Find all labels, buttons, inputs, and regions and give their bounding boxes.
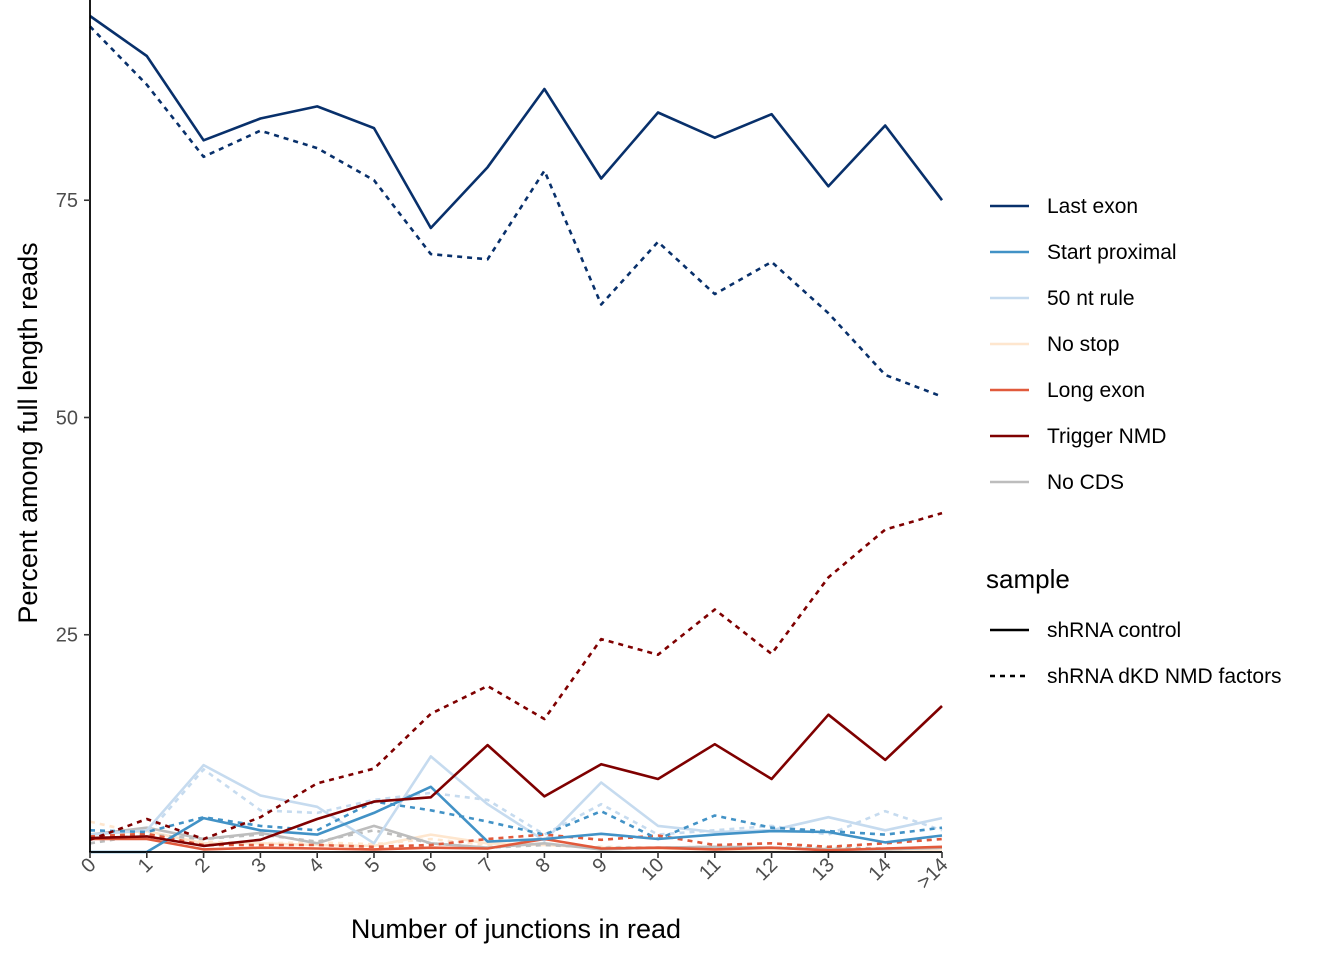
x-tick-label: >14 xyxy=(913,854,953,894)
x-tick-label: 11 xyxy=(695,854,725,884)
x-tick-label: 13 xyxy=(808,854,839,885)
y-axis-ticks: 25 50 75 xyxy=(56,190,90,647)
series-lines xyxy=(89,14,944,854)
series-line-50-nt-rule-shrna-control xyxy=(89,755,943,845)
x-tick-label: 0 xyxy=(77,854,100,877)
legend-label-trigger-nmd: Trigger NMD xyxy=(1047,425,1166,448)
legend-sample: shRNA control shRNA dKD NMD factors xyxy=(990,619,1282,688)
x-axis-ticks: 0 1 2 3 4 5 6 7 8 9 10 11 12 13 14 >14 xyxy=(77,852,953,894)
legend-label-last-exon: Last exon xyxy=(1047,195,1138,218)
y-axis-title: Percent among full length reads xyxy=(13,242,43,623)
x-tick-label: 14 xyxy=(864,854,895,885)
legend-label-no-stop: No stop xyxy=(1047,333,1119,356)
legend-label-shrna-control: shRNA control xyxy=(1047,619,1181,642)
series-line-start-proximal-shrna-dkd-nmd-factors xyxy=(89,800,943,841)
legend-label-no-cds: No CDS xyxy=(1047,471,1124,494)
series-line-long-exon-shrna-control xyxy=(90,837,943,852)
y-tick-label: 50 xyxy=(56,407,78,429)
y-tick-label: 75 xyxy=(56,190,78,212)
series-line-50-nt-rule-shrna-dkd-nmd-factors xyxy=(89,768,943,841)
x-tick-label: 2 xyxy=(191,854,214,877)
series-line-last-exon-shrna-dkd-nmd-factors xyxy=(89,25,943,398)
legend-label-start-proximal: Start proximal xyxy=(1047,241,1177,264)
legend-label-shrna-dkd-nmd-factors: shRNA dKD NMD factors xyxy=(1047,665,1282,688)
series-line-trigger-nmd-shrna-control xyxy=(89,705,943,848)
x-tick-label: 3 xyxy=(248,854,271,877)
series-line-last-exon-shrna-control xyxy=(89,14,944,230)
series-line-trigger-nmd-shrna-dkd-nmd-factors xyxy=(89,511,943,842)
legend-label-long-exon: Long exon xyxy=(1047,379,1145,402)
x-tick-label: 5 xyxy=(361,854,384,877)
y-tick-label: 25 xyxy=(56,625,78,647)
x-tick-label: 6 xyxy=(418,854,441,877)
x-tick-label: 10 xyxy=(637,854,668,885)
x-tick-label: 8 xyxy=(532,854,555,877)
x-tick-label: 7 xyxy=(475,854,498,877)
series-line-start-proximal-shrna-control xyxy=(90,785,943,854)
x-tick-label: 9 xyxy=(588,854,611,877)
x-axis-title: Number of junctions in read xyxy=(351,914,681,944)
x-tick-label: 12 xyxy=(751,854,782,885)
x-tick-label: 1 xyxy=(134,854,157,877)
series-line-long-exon-shrna-dkd-nmd-factors xyxy=(89,832,943,849)
legend-sample-title: sample xyxy=(986,564,1070,594)
legend-label-50-nt-rule: 50 nt rule xyxy=(1047,287,1135,310)
legend-series: Last exon Start proximal 50 nt rule No stop… xyxy=(990,195,1177,494)
x-tick-label: 4 xyxy=(304,854,327,877)
